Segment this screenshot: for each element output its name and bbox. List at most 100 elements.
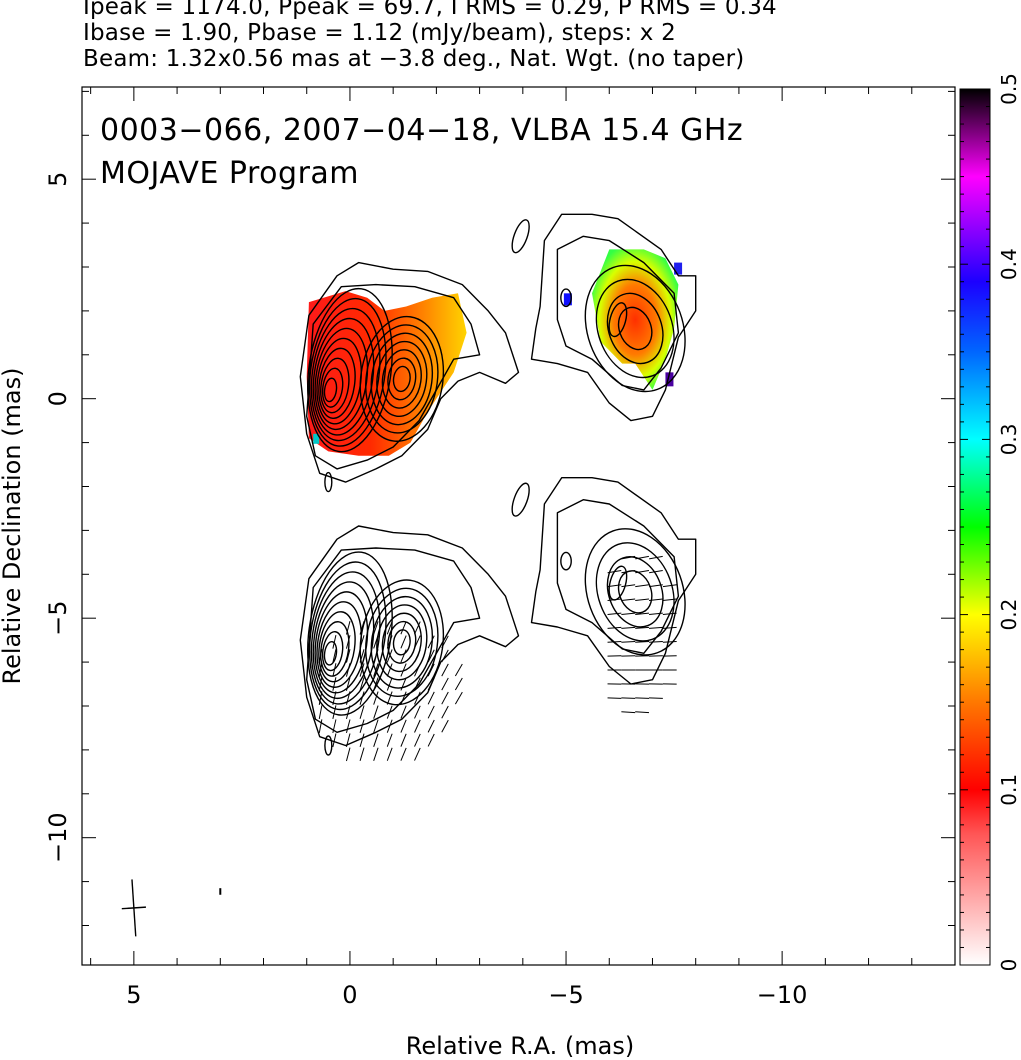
polarization-vector: [386, 747, 393, 761]
polarization-vector: [386, 691, 393, 705]
contour-component-3: [584, 264, 686, 393]
polarization-vector: [635, 626, 650, 629]
colorbar-tick-label: 0.5: [997, 73, 1021, 105]
polarization-vector: [635, 584, 650, 588]
polarization-vector: [427, 719, 435, 733]
polarization-vector: [345, 649, 351, 663]
contour-component-3: [606, 292, 664, 365]
polarization-vector: [441, 719, 449, 733]
colorbar: 0 0.1 0.2 0.3 0.4 0.5: [959, 73, 1021, 971]
y-tick-label: −5: [44, 600, 72, 635]
polarization-vector: [414, 747, 421, 761]
polarization-patch-blue: [563, 293, 572, 306]
polarization-vector: [621, 584, 636, 588]
chart-title-line-1: 0003−066, 2007−04−18, VLBA 15.4 GHz: [100, 113, 743, 148]
contour-component-1: [310, 307, 381, 442]
contour-isolated: [608, 565, 628, 601]
polarization-vector: [400, 747, 407, 761]
colorbar-tick-label: 0.1: [997, 774, 1021, 806]
axis-ticks: [82, 87, 956, 965]
polarization-vector: [332, 649, 337, 663]
polarization-vector: [649, 555, 663, 560]
polarization-vector: [373, 719, 379, 733]
polarization-vector: [373, 747, 379, 761]
contour-component-3: [617, 306, 653, 351]
contour-component-1: [312, 317, 375, 436]
contour-component-1: [320, 621, 350, 677]
polarization-vector: [345, 747, 351, 762]
polarization-vector: [318, 719, 323, 734]
x-axis-label: Relative R.A. (mas): [406, 1032, 634, 1060]
y-tick-label: 0: [44, 391, 72, 406]
y-axis-label: Relative Declination (mas): [0, 367, 26, 684]
contour-component-1: [321, 367, 344, 408]
polarization-vectors: [318, 555, 677, 762]
polarization-vector: [400, 621, 407, 635]
contour-component-1: [321, 631, 344, 672]
polarization-vector: [359, 677, 365, 691]
contour-component-1: [310, 571, 381, 705]
contour-component-1: [308, 561, 387, 711]
contour-outer-jet: [530, 213, 697, 422]
contour-component-1: [320, 357, 350, 414]
polarization-vector: [359, 719, 365, 733]
colorbar-tick-label: 0.2: [997, 599, 1021, 631]
contour-component-1: [314, 591, 369, 694]
polarization-vector: [373, 733, 379, 747]
colorbar-tick-label: 0.4: [997, 248, 1021, 280]
contour-core: [306, 283, 481, 470]
polarization-vector: [621, 711, 636, 714]
intensity-contours: [299, 213, 697, 756]
polarization-vector: [635, 711, 650, 714]
polarization-vector: [400, 649, 407, 663]
polarization-vector: [454, 677, 463, 691]
x-tick-labels: 5 0 −5 −10: [126, 981, 807, 1009]
contour-component-2: [392, 365, 411, 393]
colorbar-ticks: [960, 88, 990, 966]
polarization-vector: [386, 733, 393, 747]
polarization-vector: [649, 641, 663, 643]
polarization-vector: [454, 663, 463, 677]
contour-core: [306, 547, 481, 733]
contour-component-3: [584, 528, 686, 656]
x-tick-label: 0: [342, 981, 357, 1009]
polarization-vector: [427, 649, 435, 663]
y-tick-labels: 5 0 −5 −10: [44, 172, 72, 863]
polarization-patch-blue: [674, 262, 683, 275]
polarization-patch-cyan: [313, 433, 320, 444]
polarization-vector: [621, 641, 636, 643]
polarization-vector: [621, 626, 636, 629]
contour-component-2: [359, 315, 445, 442]
contour-component-1: [312, 581, 375, 700]
polarization-vector: [427, 705, 435, 719]
polarization-vector: [332, 733, 337, 748]
polarization-vector: [414, 691, 421, 705]
colorbar-tick-labels: 0 0.1 0.2 0.3 0.4 0.5: [997, 73, 1021, 971]
polarization-vector: [427, 733, 435, 747]
polarization-vector: [318, 705, 323, 720]
contour-component-3: [595, 542, 675, 642]
polarization-vector: [441, 691, 449, 705]
polarization-vector: [414, 719, 421, 733]
polarization-vector: [635, 697, 650, 699]
x-tick-label: 5: [126, 981, 141, 1009]
contour-component-2: [370, 595, 434, 689]
contour-component-2: [387, 620, 417, 664]
polarization-vector: [386, 719, 393, 733]
polarization-region-core: [306, 291, 467, 456]
header-line-2: Ibase = 1.90, Pbase = 1.12 (mJy/beam), s…: [83, 20, 676, 46]
contour-isolated: [608, 302, 628, 338]
polarization-vector: [373, 705, 379, 719]
polarization-vector: [635, 641, 650, 643]
polarization-vector: [649, 697, 663, 699]
polarization-vector: [662, 626, 677, 629]
polarization-vector: [373, 691, 379, 705]
polarization-vector: [621, 697, 636, 699]
polarization-vector: [621, 612, 636, 615]
polarization-vector: [414, 733, 421, 747]
contour-component-2: [365, 587, 439, 698]
contour-component-1: [318, 347, 356, 419]
polarization-vector: [400, 663, 407, 677]
contour-component-1: [307, 287, 393, 453]
contour-component-2: [387, 357, 417, 401]
